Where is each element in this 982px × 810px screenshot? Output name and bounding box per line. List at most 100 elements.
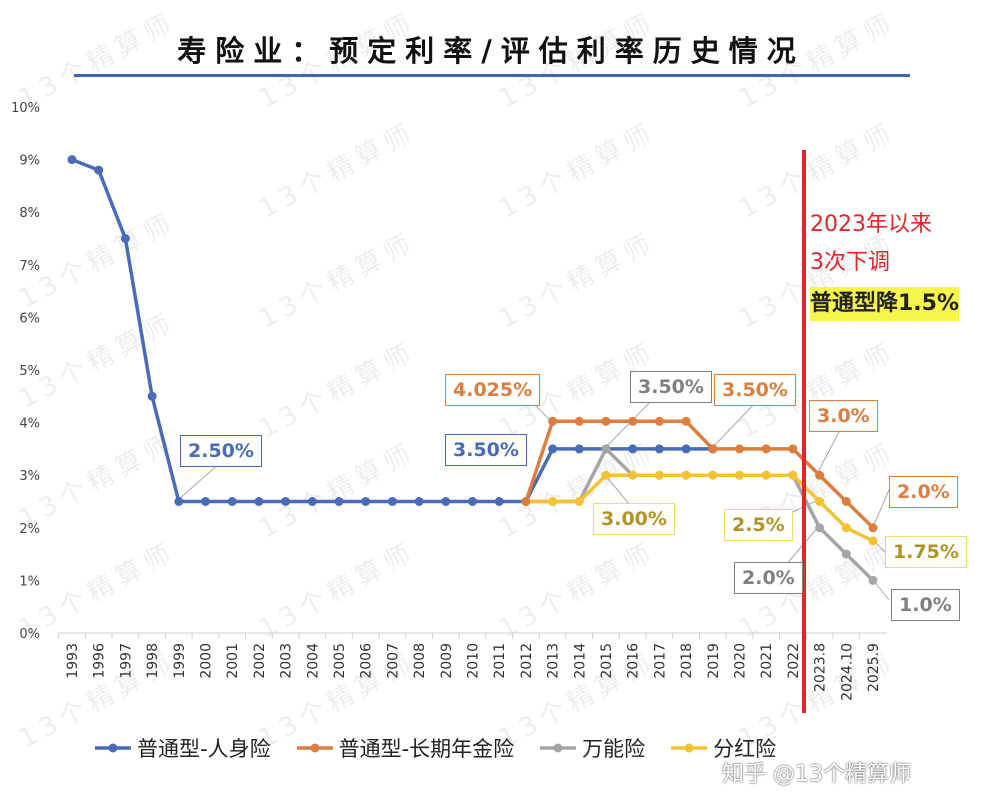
x-tick-label: 2022 [786,643,802,679]
data-point [521,497,531,506]
data-point [841,523,851,533]
leader-line [177,462,221,501]
y-tick-label: 10% [11,101,40,116]
data-point [94,165,104,175]
data-point [681,470,691,480]
x-tick-label: 2005 [332,643,348,679]
x-tick-label: 2014 [572,643,588,679]
data-point [654,444,664,454]
data-point [174,497,184,506]
x-tick-label: 2006 [359,643,375,679]
x-tick-label: 2020 [733,643,749,679]
data-point [468,497,477,506]
legend-item-annuity: 普通型-长期年金险 [296,733,515,763]
leader-line [817,429,841,473]
data-label-orange-2019: 3.50% [714,374,796,406]
data-point [815,470,825,480]
y-tick-label: 4% [19,417,40,432]
data-label-yellow-2015: 3.00% [593,503,675,535]
data-point [788,444,798,454]
data-point [628,470,638,480]
data-label-yellow-2025: 1.75% [885,536,967,568]
data-point [227,497,237,506]
title-underline [74,74,910,77]
leader-line [872,489,890,528]
data-point [815,497,825,506]
data-point [361,497,371,506]
x-tick-label: 2009 [439,643,455,679]
data-point [708,444,718,454]
legend-label: 普通型-人身险 [137,737,271,761]
legend-marker-yellow [671,743,708,753]
x-tick-label: 1999 [172,643,188,679]
x-tick-label: 2007 [385,643,401,679]
legend-marker-blue [95,743,131,753]
data-label-orange-2013: 4.025% [445,374,541,406]
data-point [601,444,611,454]
y-tick-label: 7% [19,259,40,274]
data-point [414,497,424,506]
y-tick-label: 1% [19,574,40,589]
data-point [654,470,664,480]
data-point [735,470,744,480]
legend: 普通型-人身险 普通型-长期年金险 万能险 分红险 [95,733,776,763]
data-point [254,497,264,506]
data-point [574,497,584,506]
data-label-gray-2023: 2.0% [734,562,803,594]
x-tick-label: 1996 [92,643,108,679]
data-point [788,470,798,480]
x-tick-label: 1998 [145,643,161,679]
data-point [201,497,210,506]
series-line-0 [71,157,713,504]
y-tick-label: 0% [19,627,40,642]
legend-marker-orange [296,743,333,753]
data-point [601,470,611,480]
annotation-ordinary-down: 普通型降1.5% [810,287,960,321]
x-tick-label: 2004 [305,643,321,679]
data-point [334,497,344,506]
data-point [761,470,771,480]
y-tick-label: 5% [19,364,40,379]
x-tick-label: 2002 [252,643,268,679]
data-point [868,523,878,533]
x-tick-label: 1993 [65,643,81,679]
data-point [574,444,584,454]
data-label-orange-2023: 3.0% [809,400,878,432]
x-tick-label: 2018 [679,643,695,679]
data-point [548,444,558,454]
data-point [601,416,611,426]
legend-label: 分红险 [713,737,777,761]
data-point [281,497,291,506]
x-tick-label: 2016 [626,643,642,679]
data-label-gray-2015: 3.50% [630,371,712,403]
x-tick-label: 2003 [279,643,295,679]
data-point [868,536,878,546]
x-tick-label: 2000 [199,643,215,679]
x-tick-label: 2011 [492,643,508,679]
legend-label: 普通型-长期年金险 [338,737,515,761]
x-tick-label: 2024.10 [839,643,855,701]
data-point [628,444,638,454]
x-tick-label: 2017 [652,643,668,679]
data-point [761,444,771,454]
data-point [708,470,718,480]
chart-title: 寿险业：预定利率/评估利率历史情况 [177,34,805,68]
y-tick-label: 3% [19,469,40,484]
leader-line [604,474,631,506]
data-point [147,391,157,401]
data-point [387,497,397,506]
x-tick-label: 2001 [225,643,241,679]
y-tick-label: 9% [19,154,40,169]
data-point [548,497,558,506]
data-label-yellow-2023: 2.5% [724,509,793,541]
data-point [494,497,504,506]
data-point [681,416,691,426]
annotation-since-2023: 2023年以来 [810,212,932,237]
data-point [441,497,451,506]
legend-item-universal: 万能险 [540,733,645,763]
data-point [815,523,825,533]
legend-item-participating: 分红险 [671,733,776,763]
data-label-gray-2025: 1.0% [891,589,960,621]
x-tick-label: 2023.8 [813,643,829,692]
